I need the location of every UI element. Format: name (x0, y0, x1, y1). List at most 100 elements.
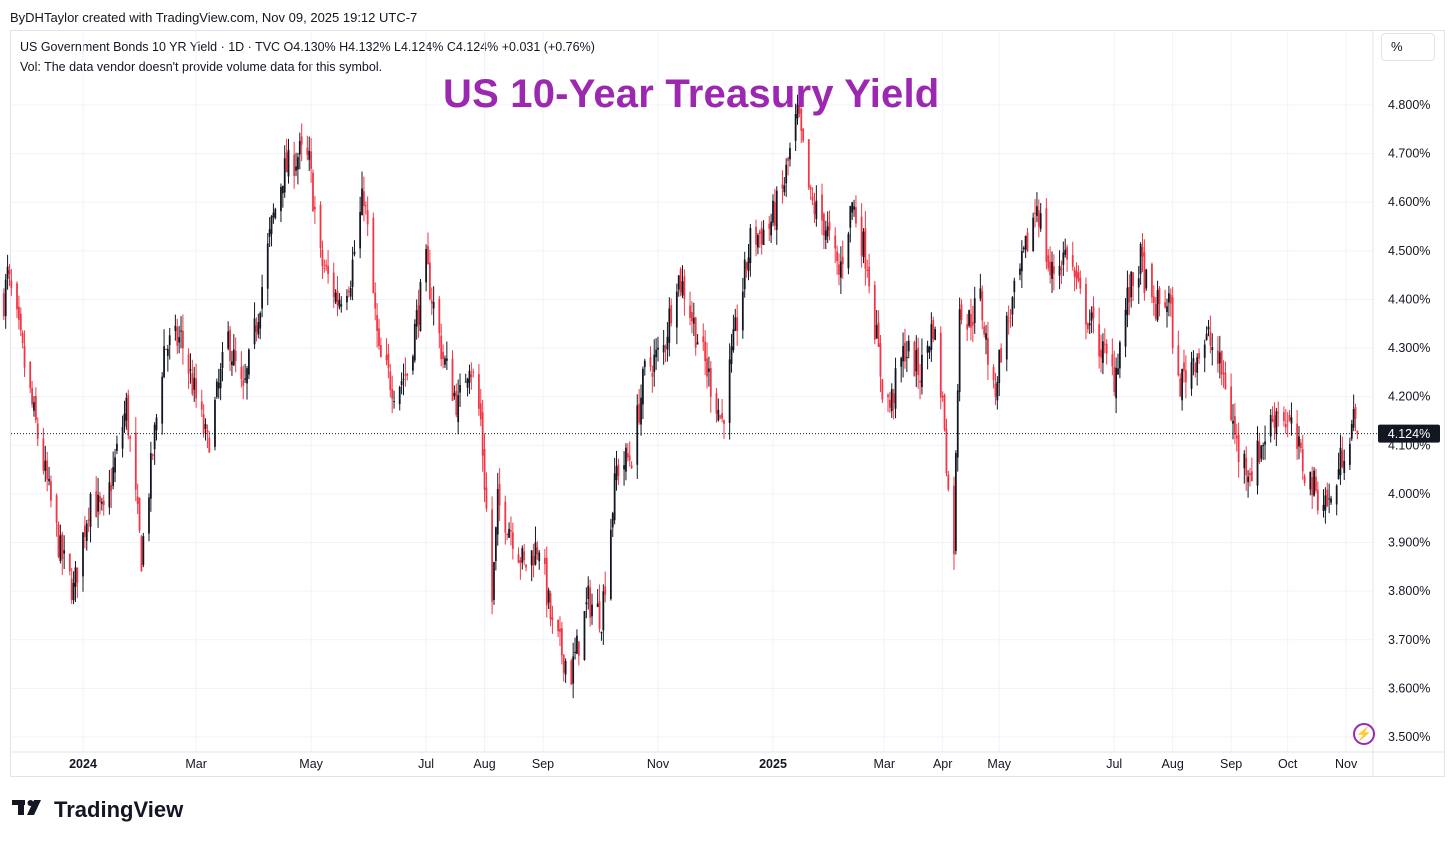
x-tick-label: Aug (473, 757, 495, 771)
candle-body (743, 259, 746, 290)
candle-body (1273, 415, 1276, 428)
candle-body (163, 346, 165, 377)
y-tick-label: 3.500% (1388, 730, 1430, 744)
candle-body (545, 557, 548, 606)
candle-body (444, 358, 446, 365)
candle-body (576, 635, 578, 654)
candle-body (1037, 210, 1040, 227)
candle-body (85, 523, 88, 541)
candle-body (917, 347, 920, 376)
candle-body (153, 424, 156, 450)
candle-body (261, 287, 263, 309)
candle-body (994, 383, 997, 397)
candle-body (1092, 306, 1095, 319)
candle-body (532, 556, 535, 566)
candle-body (116, 443, 118, 451)
candle-body (121, 426, 124, 449)
candle-body (280, 186, 282, 212)
candle-body (231, 361, 233, 366)
candle-body (745, 262, 748, 270)
candle-body (353, 251, 356, 255)
candle-body (643, 360, 646, 368)
candle-body (204, 424, 207, 429)
candle-body (246, 368, 248, 384)
candle-body (493, 561, 495, 600)
candle-body (1335, 485, 1338, 505)
candle-body (877, 322, 880, 347)
candle-body (419, 282, 422, 331)
candle-body (459, 385, 461, 393)
candle-body (217, 382, 220, 389)
candle-body (609, 529, 612, 600)
candle-body (427, 245, 429, 265)
candle-body (319, 204, 322, 249)
candle-body (34, 396, 37, 421)
candle-body (1207, 326, 1210, 330)
candle-body (862, 231, 865, 258)
x-tick-label: Oct (1278, 757, 1298, 771)
candle-body (536, 547, 539, 555)
candle-body (642, 368, 644, 405)
candle-body (29, 362, 32, 389)
candle-body (50, 481, 52, 501)
x-axis: 2024 Mar May Jul Aug Sep Nov 2025 Mar Apr May Jul Au… (69, 757, 1358, 771)
candle-body (1177, 345, 1180, 376)
candle-body (921, 354, 923, 388)
candle-body (1111, 354, 1114, 367)
candle-body (504, 501, 507, 533)
candle-body (675, 291, 678, 328)
candle-body (1130, 271, 1133, 298)
candle-body (519, 560, 522, 564)
candle-body (404, 374, 407, 376)
candle-body (749, 227, 752, 264)
candle-body (202, 414, 205, 434)
candle-body (511, 532, 514, 549)
chart-title: US 10-Year Treasury Yield (443, 72, 940, 116)
candle-body (165, 348, 167, 350)
candle-body (591, 604, 593, 617)
candle-body (334, 292, 337, 303)
percent-scale-button[interactable]: % (1381, 33, 1435, 61)
candle-body (1009, 317, 1012, 319)
candle-body (100, 501, 103, 504)
candle-body (102, 500, 105, 506)
candle-body (760, 227, 763, 245)
candle-body (248, 349, 250, 375)
candle-body (272, 212, 275, 218)
candle-body (1005, 315, 1008, 360)
candle-body (1328, 498, 1331, 500)
candle-body (691, 312, 693, 322)
candle-body (48, 478, 50, 482)
candle-body (534, 542, 537, 565)
candle-body (325, 264, 328, 267)
candle-body (112, 467, 115, 486)
candle-body (879, 343, 882, 377)
candle-body (708, 368, 710, 372)
candle-body (1326, 489, 1329, 506)
x-tick-label: Sep (532, 757, 554, 771)
candle-body (943, 395, 946, 430)
candle-body (391, 388, 394, 399)
candle-body (428, 262, 431, 300)
candle-body (140, 536, 143, 572)
candle-body (227, 331, 230, 349)
candle-body (649, 357, 652, 367)
candle-body (242, 380, 245, 386)
candle-body (349, 288, 352, 297)
candle-body (1190, 362, 1193, 389)
candle-body (851, 202, 854, 213)
last-price-label: 4.124% (1388, 427, 1430, 441)
lightning-icon[interactable]: ⚡ (1353, 723, 1375, 745)
candle-body (794, 113, 797, 141)
candle-body (683, 276, 686, 299)
candle-body (521, 548, 524, 563)
candle-body (987, 338, 989, 365)
candle-body (1026, 232, 1029, 252)
candle-body (1075, 270, 1078, 279)
candle-body (572, 656, 575, 684)
candle-body (1115, 367, 1118, 399)
candle-body (1235, 435, 1238, 439)
candle-body (1060, 268, 1063, 270)
candle-body (95, 491, 98, 517)
